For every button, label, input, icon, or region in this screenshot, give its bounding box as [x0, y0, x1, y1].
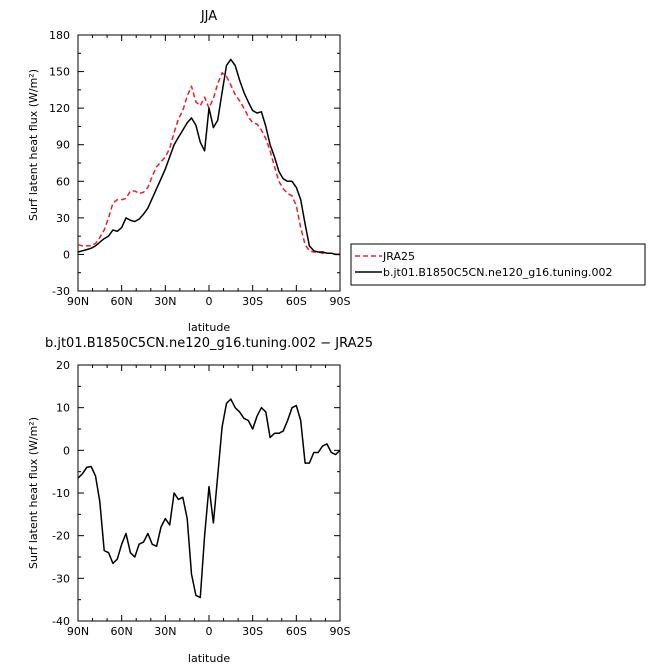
- legend-box: [350, 243, 646, 286]
- top-chart-y-tick-label: 0: [63, 248, 70, 261]
- bottom-chart-y-tick-label: -20: [52, 530, 70, 543]
- bottom-chart-y-tick-label: 10: [56, 402, 70, 415]
- top-chart-plot-border: [77, 34, 341, 292]
- top-panel-chart: JJA Surf latent heat flux (W/m²) latitud…: [27, 9, 351, 334]
- bottom-chart-x-tick-label: 30N: [154, 625, 176, 638]
- bottom-chart-x-tick-label: 30S: [242, 625, 263, 638]
- legend-jra25-label: JRA25: [382, 250, 415, 263]
- top-chart-y-tick-label: 90: [56, 139, 70, 152]
- bottom-chart-y-tick-label: -10: [52, 487, 70, 500]
- bottom-chart-xlabel: latitude: [188, 652, 230, 665]
- bottom-chart-series-line-0: [77, 398, 341, 599]
- top-chart-x-tick-label: 90N: [67, 295, 89, 308]
- top-chart-y-tick-label: -30: [52, 285, 70, 298]
- top-chart-x-tick-label: 30S: [242, 295, 263, 308]
- top-chart-series: [77, 58, 340, 256]
- top-chart-ylabel: Surf latent heat flux (W/m²): [27, 69, 40, 221]
- bottom-chart-x-tick-label: 60S: [286, 625, 307, 638]
- bottom-chart-title: b.jt01.B1850C5CN.ne120_g16.tuning.002 − …: [45, 336, 373, 351]
- top-chart-y-tick-label: 60: [56, 175, 70, 188]
- bottom-chart-y-tick-label: -30: [52, 572, 70, 585]
- top-chart-x-tick-label: 30N: [154, 295, 176, 308]
- top-chart-x-tick-label: 0: [206, 295, 213, 308]
- bottom-chart-ylabel: Surf latent heat flux (W/m²): [27, 417, 40, 569]
- bottom-chart-x-tick-label: 0: [206, 625, 213, 638]
- top-chart-y-tick-label: 30: [56, 212, 70, 225]
- top-chart-y-tick-label: 120: [49, 102, 70, 115]
- bottom-panel-chart: b.jt01.B1850C5CN.ne120_g16.tuning.002 − …: [27, 336, 373, 665]
- bottom-chart-series: [77, 398, 341, 599]
- bottom-chart-y-tick-label: 20: [56, 359, 70, 372]
- bottom-chart-x-tick-label: 90N: [67, 625, 89, 638]
- top-chart-x-tick-label: 90S: [330, 295, 351, 308]
- legend-model-label: b.jt01.B1850C5CN.ne120_g16.tuning.002: [383, 266, 612, 279]
- bottom-chart-y-tick-label: -40: [52, 615, 70, 628]
- bottom-chart-x-tick-label: 90S: [330, 625, 351, 638]
- top-chart-title: JJA: [200, 9, 217, 24]
- bottom-chart-y-tick-label: 0: [63, 444, 70, 457]
- top-chart-series-line-0: [77, 72, 340, 256]
- bottom-chart-ticks: 90N 60N 30N 0 30S 60S 90S -40 -30 -20 -10 0 10 20: [52, 359, 350, 638]
- bottom-chart-x-tick-label: 60N: [111, 625, 133, 638]
- top-chart-y-tick-label: 180: [49, 29, 70, 42]
- top-chart-xlabel: latitude: [188, 321, 230, 334]
- legend: JRA25 b.jt01.B1850C5CN.ne120_g16.tuning.…: [350, 243, 646, 286]
- top-chart-series-line-1: [77, 58, 340, 256]
- top-chart-frame: [77, 34, 341, 292]
- top-chart-x-tick-label: 60S: [286, 295, 307, 308]
- top-chart-ticks: 90N 60N 30N 0 30S 60S 90S -30 0 30 60 90 120 150 180: [49, 29, 351, 308]
- top-chart-x-tick-label: 60N: [111, 295, 133, 308]
- top-chart-y-tick-label: 150: [49, 66, 70, 79]
